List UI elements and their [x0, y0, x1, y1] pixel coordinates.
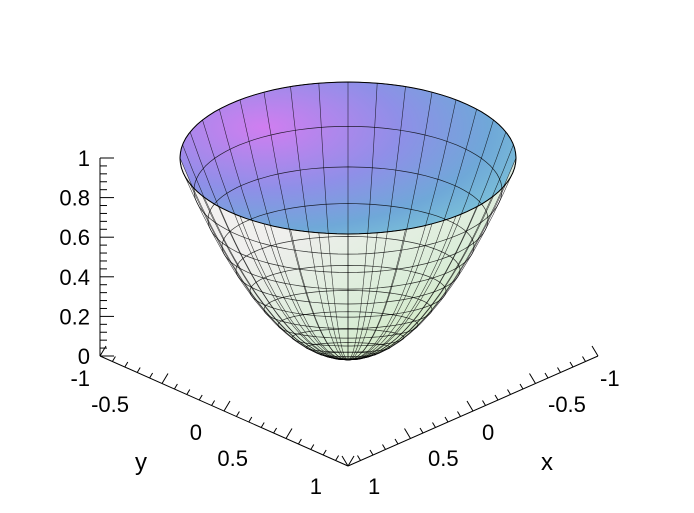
paraboloid-surface — [179, 81, 517, 361]
y-minor-tick — [248, 416, 253, 423]
y-minor-tick — [235, 411, 240, 417]
z-tick-label: 0.4 — [59, 265, 90, 290]
y-major-tick — [285, 428, 293, 439]
y-minor-tick — [186, 389, 191, 395]
y-minor-tick — [260, 422, 265, 428]
x-minor-tick — [357, 455, 361, 461]
x-minor-tick — [457, 411, 461, 417]
x-minor-tick — [369, 449, 374, 456]
z-tick-label: 0.6 — [59, 225, 90, 250]
x-minor-tick — [507, 389, 511, 395]
mesh-meridian — [263, 92, 349, 361]
x-minor-tick — [432, 422, 436, 428]
x-minor-tick — [544, 372, 549, 379]
z-tick-label: 1 — [78, 146, 90, 171]
z-tick-label: 0 — [78, 344, 90, 369]
mesh-meridian — [347, 223, 433, 361]
x-tick-label: 1 — [368, 474, 380, 499]
mesh-meridian — [347, 131, 507, 361]
x-tick-label: 0 — [482, 420, 494, 445]
x-minor-tick — [494, 394, 499, 401]
y-minor-tick — [322, 449, 327, 456]
y-tick-label: 0.5 — [217, 446, 248, 471]
y-minor-tick — [124, 361, 129, 368]
mesh-meridian — [347, 83, 378, 361]
mesh-meridian — [189, 131, 349, 361]
x-minor-tick — [482, 400, 486, 406]
y-minor-tick — [136, 367, 141, 373]
y-minor-tick — [149, 372, 154, 379]
mesh-meridian — [239, 216, 349, 361]
y-tick-label: -1 — [70, 366, 90, 391]
x-major-tick — [591, 345, 599, 357]
mesh-meridian — [347, 92, 433, 361]
y-tick-label: 0 — [190, 420, 202, 445]
x-minor-tick — [419, 427, 424, 434]
mesh-meridian — [263, 223, 349, 361]
y-minor-tick — [297, 438, 302, 445]
y-minor-tick — [310, 444, 315, 450]
x-major-tick — [404, 428, 411, 439]
y-minor-tick — [211, 400, 216, 406]
mesh-meridian — [219, 109, 349, 361]
y-minor-tick — [111, 356, 116, 362]
y-major-tick — [347, 455, 355, 467]
axis-labels: y x — [135, 449, 553, 476]
axes: 00.20.40.60.81-1-0.500.51 10.50-0.5-1 — [59, 146, 619, 499]
mesh-meridian — [202, 119, 349, 361]
y-major-tick — [161, 373, 169, 384]
x-major-tick — [529, 373, 536, 384]
mesh-meridian — [347, 109, 477, 361]
mesh-meridian — [347, 86, 406, 361]
mesh-meridian — [318, 232, 349, 361]
x-axis-label: x — [541, 449, 553, 476]
z-tick-label: 0.2 — [59, 304, 90, 329]
x-tick-label: -0.5 — [548, 392, 586, 417]
x-major-tick — [341, 455, 349, 467]
x-minor-tick — [582, 356, 586, 362]
x-minor-tick — [382, 444, 386, 450]
mesh-meridian — [239, 99, 349, 361]
mesh-meridian — [347, 99, 457, 361]
z-tick-label: 0.8 — [59, 186, 90, 211]
y-tick-label: 1 — [310, 474, 322, 499]
surface-rim — [179, 81, 517, 235]
mesh-meridian — [290, 86, 349, 361]
mesh-meridian — [179, 157, 349, 361]
x-minor-tick — [569, 361, 574, 368]
x-tick-label: 0.5 — [428, 446, 459, 471]
mesh-meridian — [347, 183, 507, 361]
x-minor-tick — [444, 416, 449, 423]
y-tick-label: -0.5 — [91, 392, 129, 417]
x-major-tick — [466, 400, 474, 412]
y-major-tick — [223, 400, 231, 412]
y-minor-tick — [335, 455, 340, 461]
y-minor-tick — [173, 383, 178, 390]
mesh-meridian — [347, 144, 514, 361]
mesh-meridian — [347, 216, 457, 361]
x-minor-tick — [519, 383, 524, 390]
y-major-tick — [99, 345, 107, 357]
mesh-meridian — [318, 83, 349, 361]
mesh-meridian — [347, 119, 494, 361]
mesh-meridian — [182, 144, 349, 361]
mesh-meridian — [347, 232, 378, 361]
y-axis-label: y — [135, 449, 147, 476]
x-minor-tick — [557, 367, 561, 373]
x-tick-label: -1 — [600, 366, 620, 391]
x-minor-tick — [394, 438, 399, 445]
y-minor-tick — [198, 394, 203, 401]
y-minor-tick — [273, 427, 278, 434]
